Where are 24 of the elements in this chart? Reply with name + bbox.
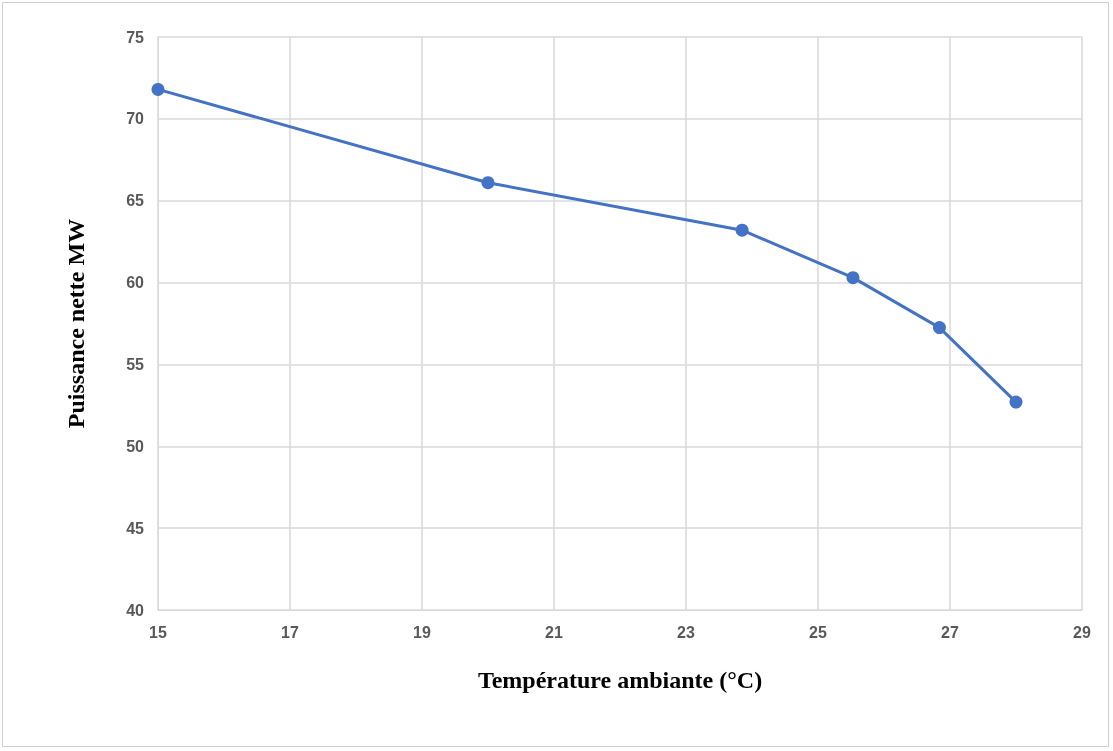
x-tick-label: 29	[1073, 623, 1091, 641]
x-tick-label: 17	[281, 623, 299, 641]
y-tick-label: 65	[126, 192, 145, 210]
x-tick-label: 23	[677, 623, 695, 641]
point	[846, 271, 860, 285]
y-axis-title: Puissance nette MW	[63, 218, 89, 429]
point	[151, 82, 165, 96]
y-tick-label: 45	[126, 519, 145, 537]
y-tick-label: 50	[126, 437, 145, 455]
x-tick-label: 25	[809, 623, 827, 641]
point	[735, 223, 749, 237]
y-tick-label: 70	[126, 110, 145, 128]
point	[481, 176, 495, 190]
x-axis-title: Température ambiante (°C)	[477, 667, 763, 693]
x-tick-label: 21	[545, 623, 563, 641]
y-tick-label: 55	[126, 355, 145, 373]
point	[932, 321, 946, 335]
y-tick-label: 75	[126, 28, 145, 46]
x-tick-label: 19	[413, 623, 431, 641]
point	[1009, 395, 1023, 409]
x-tick-label: 27	[941, 623, 959, 641]
x-tick-label: 15	[149, 623, 167, 641]
y-tick-label: 60	[126, 274, 145, 292]
y-tick-label: 40	[126, 601, 145, 619]
